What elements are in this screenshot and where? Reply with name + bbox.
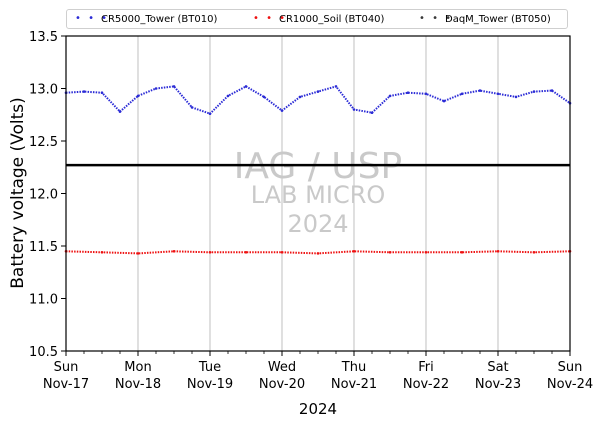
series-0-point — [136, 94, 140, 98]
x-tick-label-date: Nov-24 — [547, 377, 593, 392]
series-0-point — [316, 90, 320, 93]
legend-label: CR5000_Tower (BT010) — [101, 14, 218, 25]
legend-item-cr5000: • • •CR5000_Tower (BT010) — [75, 13, 217, 27]
series-1-point — [388, 251, 392, 254]
x-tick-label-date: Nov-17 — [43, 377, 89, 392]
series-0-point — [388, 94, 392, 98]
series-1-point — [316, 252, 320, 255]
series-0-point — [352, 108, 356, 111]
x-axis-ticks: Sun Nov-17 Mon Nov-18 Tue Nov-19 Wed Nov-20 Thu N… — [43, 351, 593, 392]
series-0-point — [298, 95, 302, 99]
series-0-point — [262, 95, 266, 99]
x-axis-label: 2024 — [298, 400, 338, 418]
legend-marker-icon: • • • — [75, 13, 110, 24]
series-group — [64, 85, 572, 255]
series-0-point — [208, 112, 212, 115]
x-tick-label-day: Wed — [268, 360, 296, 375]
series-0-point — [370, 111, 374, 114]
series-0-point — [226, 94, 230, 98]
y-tick-label: 11.5 — [29, 240, 58, 255]
y-tick-label: 12.5 — [29, 135, 58, 150]
series-1-point — [352, 250, 356, 253]
series-1-point — [280, 251, 284, 254]
series-0-point — [514, 95, 518, 99]
series-0-point — [334, 85, 338, 88]
series-0-point — [550, 89, 554, 92]
series-0-point — [442, 99, 446, 103]
x-tick-label-day: Sun — [54, 360, 79, 375]
x-tick-label-date: Nov-21 — [331, 377, 377, 392]
series-1-point — [244, 251, 248, 254]
y-tick-label: 12.0 — [29, 188, 58, 203]
x-tick-label-date: Nov-20 — [259, 377, 305, 392]
x-tick-label-day: Sat — [487, 360, 508, 375]
series-0-point — [406, 91, 410, 94]
series-0-point — [82, 90, 86, 93]
y-tick-label: 13.0 — [29, 83, 58, 98]
series-0-point — [172, 85, 176, 88]
x-tick-label-date: Nov-19 — [187, 377, 233, 392]
y-axis-label: Battery voltage (Volts) — [8, 97, 28, 289]
series-0-point — [460, 92, 464, 96]
legend-item-daqm: • • •DaqM_Tower (BT050) — [419, 13, 551, 27]
y-tick-label: 11.0 — [29, 293, 58, 308]
series-0-point — [532, 90, 536, 93]
series-1-point — [100, 251, 104, 254]
x-tick-label-day: Tue — [198, 360, 221, 375]
series-1-point — [136, 252, 140, 255]
series-0-point — [496, 92, 500, 96]
watermark-line-1: IAG / USP — [234, 146, 402, 187]
x-tick-label-day: Mon — [124, 360, 151, 375]
legend-marker-icon: • • • — [419, 13, 454, 24]
series-1-point — [424, 251, 428, 254]
series-0-point — [280, 109, 284, 112]
series-0-point — [118, 110, 122, 113]
y-axis-ticks: 10.5 11.0 11.5 12.0 12.5 13.0 13.5 — [29, 30, 66, 360]
series-1-point — [460, 251, 464, 254]
y-tick-label: 10.5 — [29, 345, 58, 360]
series-1-point — [172, 250, 176, 253]
series-0-point — [244, 85, 248, 88]
legend: • • •CR5000_Tower (BT010) • • •CR1000_So… — [66, 9, 568, 29]
x-tick-label-date: Nov-23 — [475, 377, 521, 392]
legend-label: DaqM_Tower (BT050) — [445, 14, 551, 25]
series-1-point — [208, 251, 212, 254]
series-0-point — [190, 106, 194, 109]
x-tick-label-date: Nov-22 — [403, 377, 449, 392]
legend-marker-icon: • • • — [253, 13, 288, 24]
y-tick-label: 13.5 — [29, 30, 58, 45]
series-0-point — [154, 87, 158, 90]
watermark-line-3: 2024 — [287, 210, 348, 238]
x-tick-label-day: Thu — [341, 360, 366, 375]
series-0-point — [424, 92, 428, 96]
x-tick-label-date: Nov-18 — [115, 377, 161, 392]
series-1-point — [496, 250, 500, 253]
series-0-point — [100, 91, 104, 94]
watermark: IAG / USP LAB MICRO 2024 — [234, 146, 402, 238]
legend-item-cr1000: • • •CR1000_Soil (BT040) — [253, 13, 384, 27]
series-0-point — [478, 89, 482, 92]
x-tick-label-day: Sun — [558, 360, 583, 375]
series-1-point — [532, 251, 536, 254]
watermark-line-2: LAB MICRO — [251, 181, 386, 209]
x-tick-label-day: Fri — [418, 360, 434, 375]
chart-grid — [137, 36, 499, 351]
legend-label: CR1000_Soil (BT040) — [279, 14, 385, 25]
